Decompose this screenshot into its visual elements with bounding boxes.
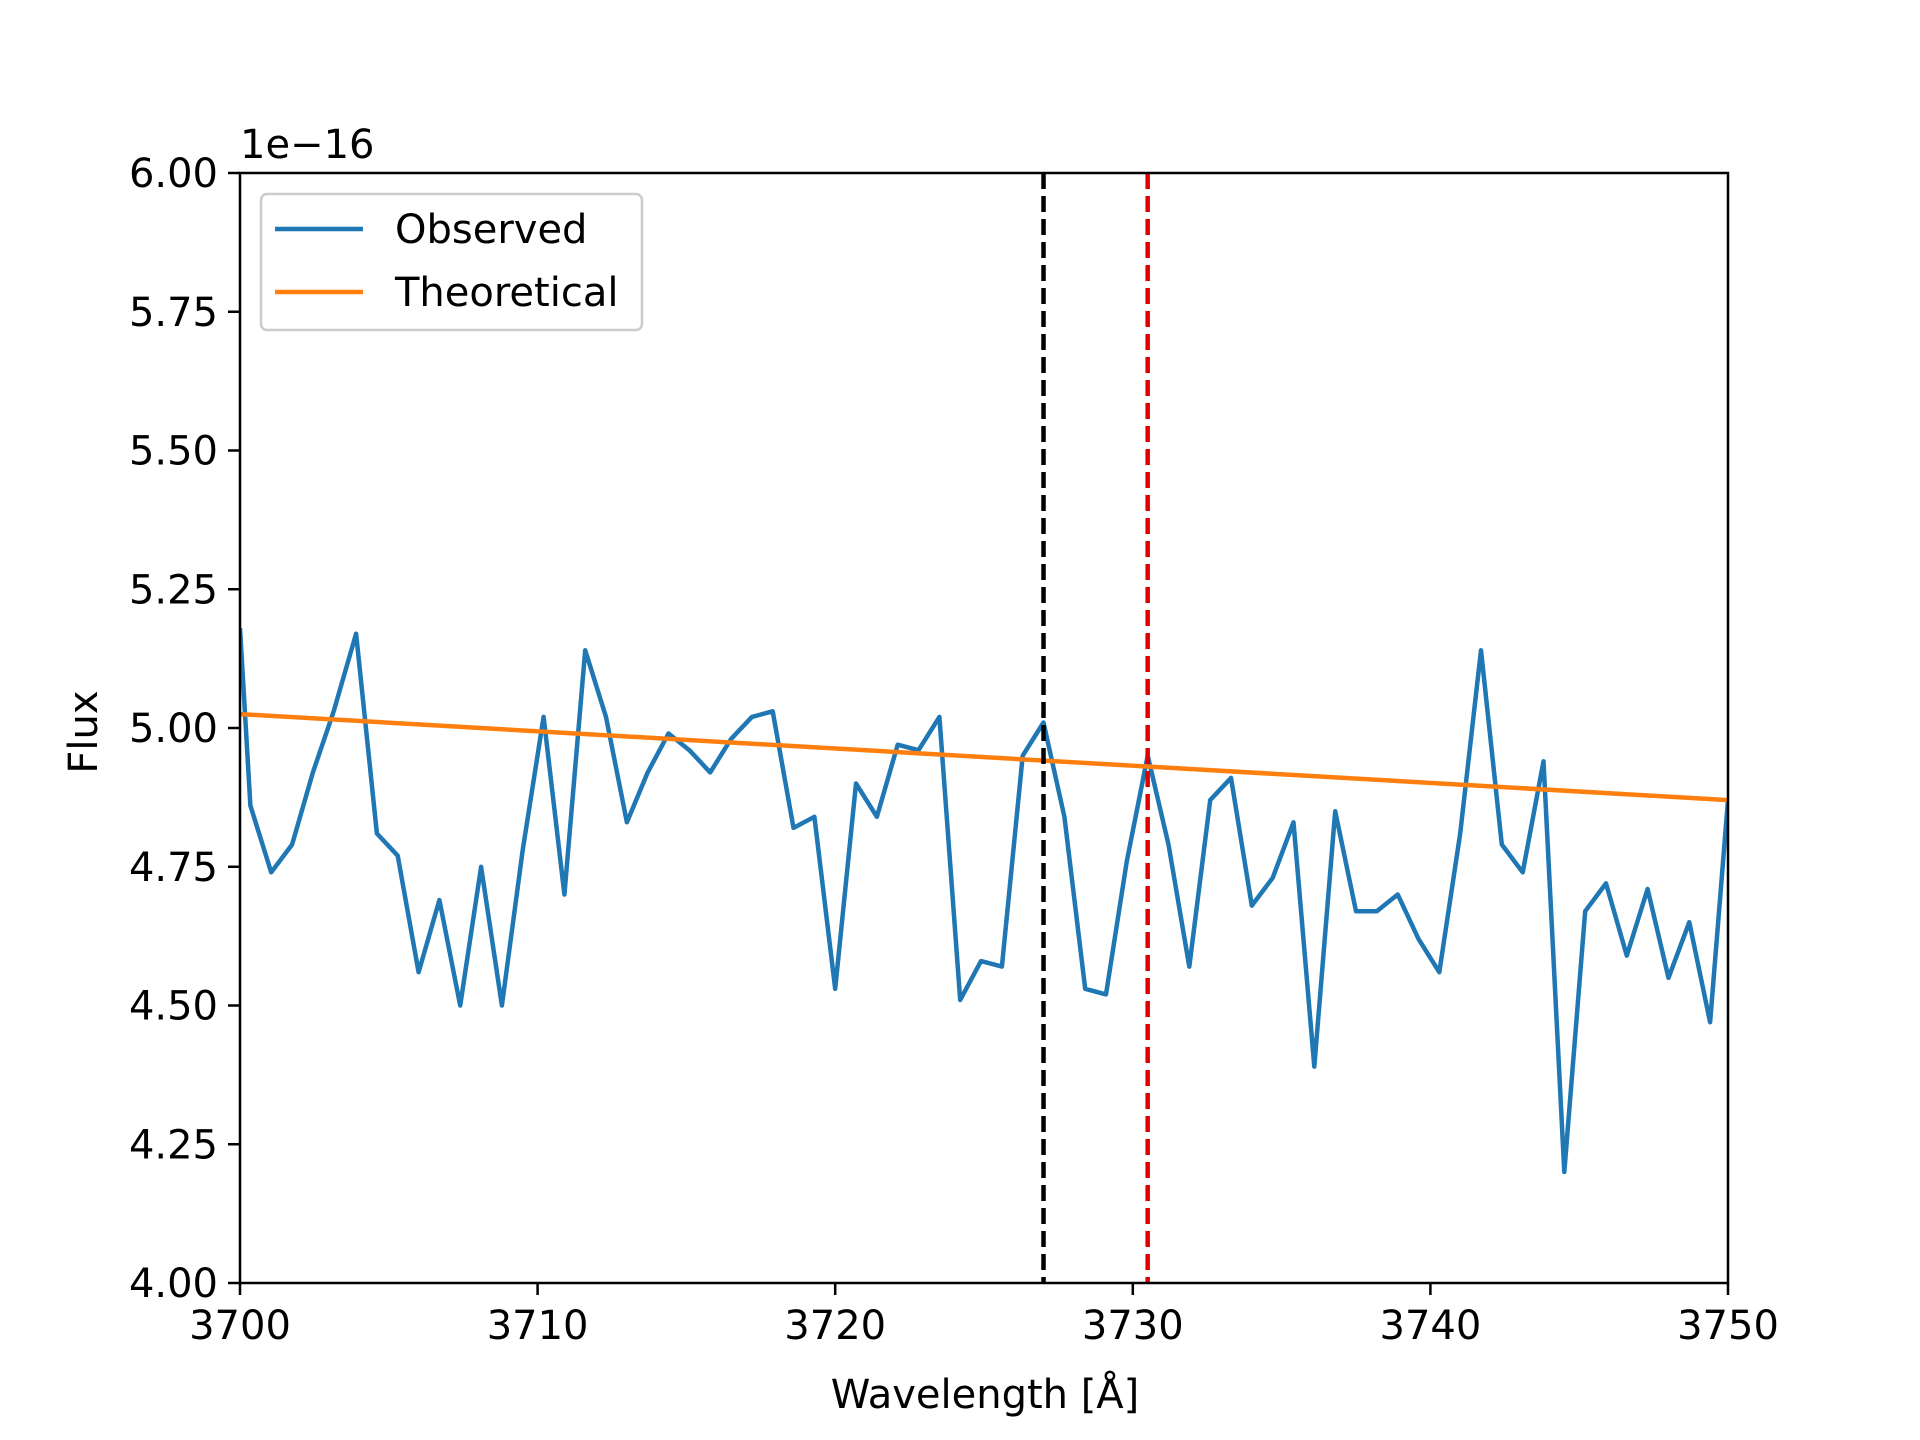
y-tick-label: 6.00 <box>129 151 218 197</box>
x-axis-label: Wavelength [Å] <box>831 1370 1140 1418</box>
y-tick-label: 4.75 <box>129 845 218 891</box>
series-line-theoretical <box>240 711 1728 803</box>
x-tick-label: 3710 <box>487 1303 589 1349</box>
y-tick-label: 4.00 <box>129 1261 218 1307</box>
series-line-observed <box>240 627 1728 1175</box>
y-axis-label: Flux <box>61 690 107 773</box>
y-tick-label: 5.25 <box>129 567 218 613</box>
x-tick-label: 3750 <box>1677 1303 1779 1349</box>
y-tick-label: 5.50 <box>129 429 218 475</box>
y-tick-label: 5.00 <box>129 706 218 752</box>
reference-lines <box>1041 173 1150 1283</box>
axes: 3700 3710 3720 3730 3740 3750 4.00 4.25 4.50 4.75… <box>129 151 1779 1349</box>
series-layer <box>240 627 1728 1175</box>
y-tick-label: 4.25 <box>129 1122 218 1168</box>
x-tick-label: 3740 <box>1380 1303 1482 1349</box>
legend-label-observed: Observed <box>395 207 587 253</box>
legend: Observed Theoretical <box>259 192 644 332</box>
y-tick-label: 5.75 <box>129 290 218 336</box>
y-tick-label: 4.50 <box>129 984 218 1030</box>
x-tick-label: 3720 <box>784 1303 886 1349</box>
y-offset-label: 1e−16 <box>240 122 374 168</box>
x-tick-label: 3730 <box>1082 1303 1184 1349</box>
x-tick-label: 3700 <box>189 1303 291 1349</box>
legend-label-theoretical: Theoretical <box>394 270 618 316</box>
